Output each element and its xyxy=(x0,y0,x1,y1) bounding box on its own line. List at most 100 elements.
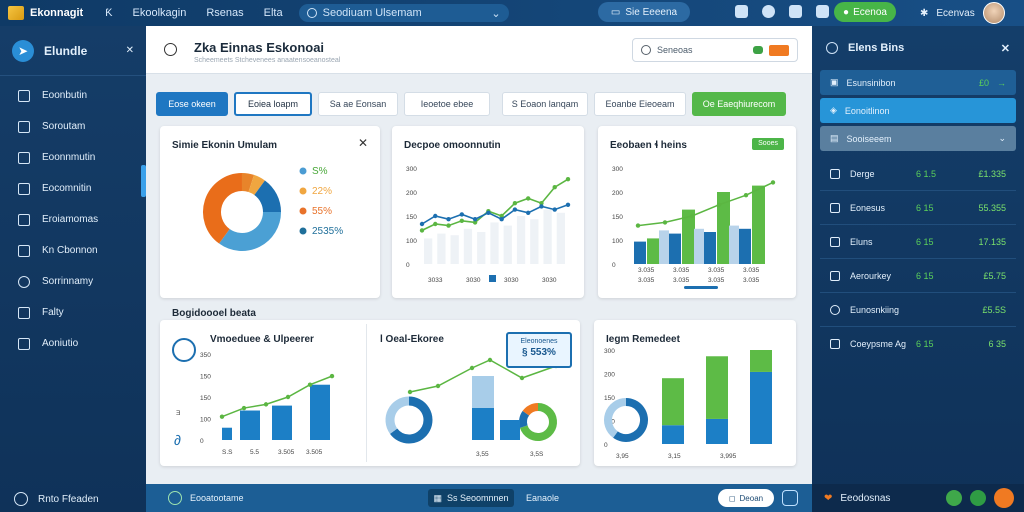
bottom-button[interactable]: ◻ Deoan xyxy=(718,489,774,507)
top-green-button[interactable]: ● Ecenoa xyxy=(834,2,896,22)
eye-icon xyxy=(830,304,840,315)
top-nav-item[interactable]: Elta xyxy=(263,7,283,19)
message-icon[interactable] xyxy=(789,5,802,18)
top-nav-item[interactable]: Ekoolkagin xyxy=(132,7,187,19)
y-tick-label: 300 xyxy=(406,166,417,173)
legend-label: 55% xyxy=(312,206,332,217)
top-nav-item[interactable]: Rsenas xyxy=(206,7,244,19)
app-logo[interactable]: Ekonnagit xyxy=(8,6,83,20)
close-icon[interactable]: ✕ xyxy=(357,136,368,150)
sidebar-item[interactable]: Eroiamomas xyxy=(0,204,146,235)
sidebar-item[interactable]: Soroutam xyxy=(0,111,146,142)
filter-button[interactable]: Oe Eaeqhiurecom xyxy=(692,92,786,116)
filter-button[interactable]: Sa ae Eonsan xyxy=(318,92,398,116)
sidebar-item-label: Falty xyxy=(42,307,64,318)
stat-total: 17.135 xyxy=(978,236,1006,247)
filter-button[interactable]: Eoiea loapm xyxy=(234,92,312,116)
filter-button[interactable]: Eoanbe Eieoeam xyxy=(594,92,686,116)
x-tick-label: 5.5 xyxy=(250,449,259,456)
bar-dark xyxy=(669,233,681,264)
bar-blue xyxy=(706,418,728,444)
gift-icon xyxy=(830,270,840,281)
trend-point xyxy=(285,394,291,400)
card-title: Vmoeduee & Ulpeerer xyxy=(210,334,314,345)
stat-row[interactable]: Derge 6 1.5 £1.335 xyxy=(820,157,1016,191)
filter-button[interactable]: Eose okeen xyxy=(156,92,228,116)
link-icon xyxy=(18,120,30,133)
stat-total: 55.355 xyxy=(978,202,1006,213)
chart-icon xyxy=(18,182,30,195)
sidebar-item[interactable]: Eoonbutin xyxy=(0,80,146,111)
series-point xyxy=(446,223,451,228)
series-point xyxy=(552,207,557,212)
sidebar-item[interactable]: Eocomnitin xyxy=(0,173,146,204)
trend-point xyxy=(219,414,225,419)
sidebar-item[interactable]: Eoonnmutin xyxy=(0,142,146,173)
filter-button[interactable]: Ieoetoe ebee xyxy=(404,92,490,116)
bar xyxy=(503,225,512,264)
brand-icon: ➤ xyxy=(12,39,34,62)
grid-icon[interactable] xyxy=(816,5,829,18)
close-icon[interactable]: ✕ xyxy=(125,45,134,56)
bottom-pill[interactable]: ▦ Ss Seoomnnen xyxy=(428,489,514,507)
top-nav-item[interactable]: Ƙ xyxy=(105,7,113,19)
legend-label: 2535% xyxy=(312,226,343,237)
stat-row[interactable]: Eonesus 6 15 55.355 xyxy=(820,191,1016,225)
sidebar-item[interactable]: Sorrinnamy xyxy=(0,266,146,297)
sidebar-item[interactable]: Aoniutio xyxy=(0,328,146,359)
right-panel-row[interactable]: ▣ Esunsinibon £0 → xyxy=(820,70,1016,95)
main-search[interactable]: Seneoas xyxy=(632,38,798,62)
sidebar-footer[interactable]: Rnto Ffeaden xyxy=(14,492,99,506)
trend-point xyxy=(241,405,247,411)
bell-icon[interactable] xyxy=(762,5,775,18)
series-point xyxy=(419,221,425,227)
series-point xyxy=(472,217,478,222)
user-name: Ecenvas xyxy=(936,7,975,19)
status-dot[interactable] xyxy=(970,490,986,506)
top-pill-button[interactable]: ▭ Sie Eeeena xyxy=(598,2,690,22)
series-point xyxy=(525,196,531,201)
notification-icon[interactable] xyxy=(994,488,1014,508)
right-panel-row[interactable]: ◈ Eonoitlinon xyxy=(820,98,1016,123)
bar-green xyxy=(750,350,772,372)
trend-line xyxy=(409,359,557,393)
sidebar-item-label: Aoniutio xyxy=(42,338,79,349)
search-input[interactable]: Seneoas xyxy=(657,45,693,55)
circle-icon[interactable] xyxy=(172,338,196,362)
sidebar-item-label: Eoonbutin xyxy=(42,90,88,101)
expand-icon[interactable] xyxy=(735,5,748,18)
x-tick-label: 3.035 xyxy=(638,277,655,284)
status-dot[interactable] xyxy=(946,490,962,506)
stat-row[interactable]: Coeypsme Ag 6 15 6 35 xyxy=(820,327,1016,361)
filter-button[interactable]: S Eoaon lanqam xyxy=(502,92,588,116)
right-panel-dropdown[interactable]: ▤ Sooiseeem ⌄ xyxy=(820,126,1016,151)
sidebar-item[interactable]: Kn Cbonnon xyxy=(0,235,146,266)
callout-value: § 553% xyxy=(522,347,556,358)
cube-icon xyxy=(8,6,24,20)
top-icons xyxy=(735,5,829,18)
legend-marker xyxy=(299,187,307,195)
back-icon[interactable] xyxy=(826,42,838,54)
avatar xyxy=(982,2,1005,24)
stat-row[interactable]: Aerourkey 6 15 £5.75 xyxy=(820,259,1016,293)
close-icon[interactable]: ✕ xyxy=(1000,42,1010,55)
stat-row[interactable]: Eunosnkiing £5.5S xyxy=(820,293,1016,327)
document-icon: ▣ xyxy=(830,77,839,87)
top-search[interactable]: Seodiuam Ulsemam ⌄ xyxy=(298,4,509,22)
x-tick-label: 3.505 xyxy=(278,449,295,456)
expand-icon[interactable] xyxy=(782,490,798,506)
sidebar-item[interactable]: Falty xyxy=(0,297,146,328)
bar xyxy=(463,228,473,264)
user-menu[interactable]: ✱ Ecenvas xyxy=(920,0,1005,26)
stat-label: Eonesus xyxy=(850,202,886,213)
series-point xyxy=(472,220,478,225)
y-tick-label: 100 xyxy=(406,238,417,245)
x-tick-label: 3033 xyxy=(428,277,443,284)
stat-row[interactable]: Eluns 6 15 17.135 xyxy=(820,225,1016,259)
chevron-down-icon: ⌄ xyxy=(998,133,1006,143)
bar xyxy=(556,212,565,264)
filter-icon[interactable] xyxy=(769,44,789,56)
y-tick-label: 150 xyxy=(200,395,211,402)
top-nav: Ƙ Ekoolkagin Rsenas Elta xyxy=(105,7,282,19)
